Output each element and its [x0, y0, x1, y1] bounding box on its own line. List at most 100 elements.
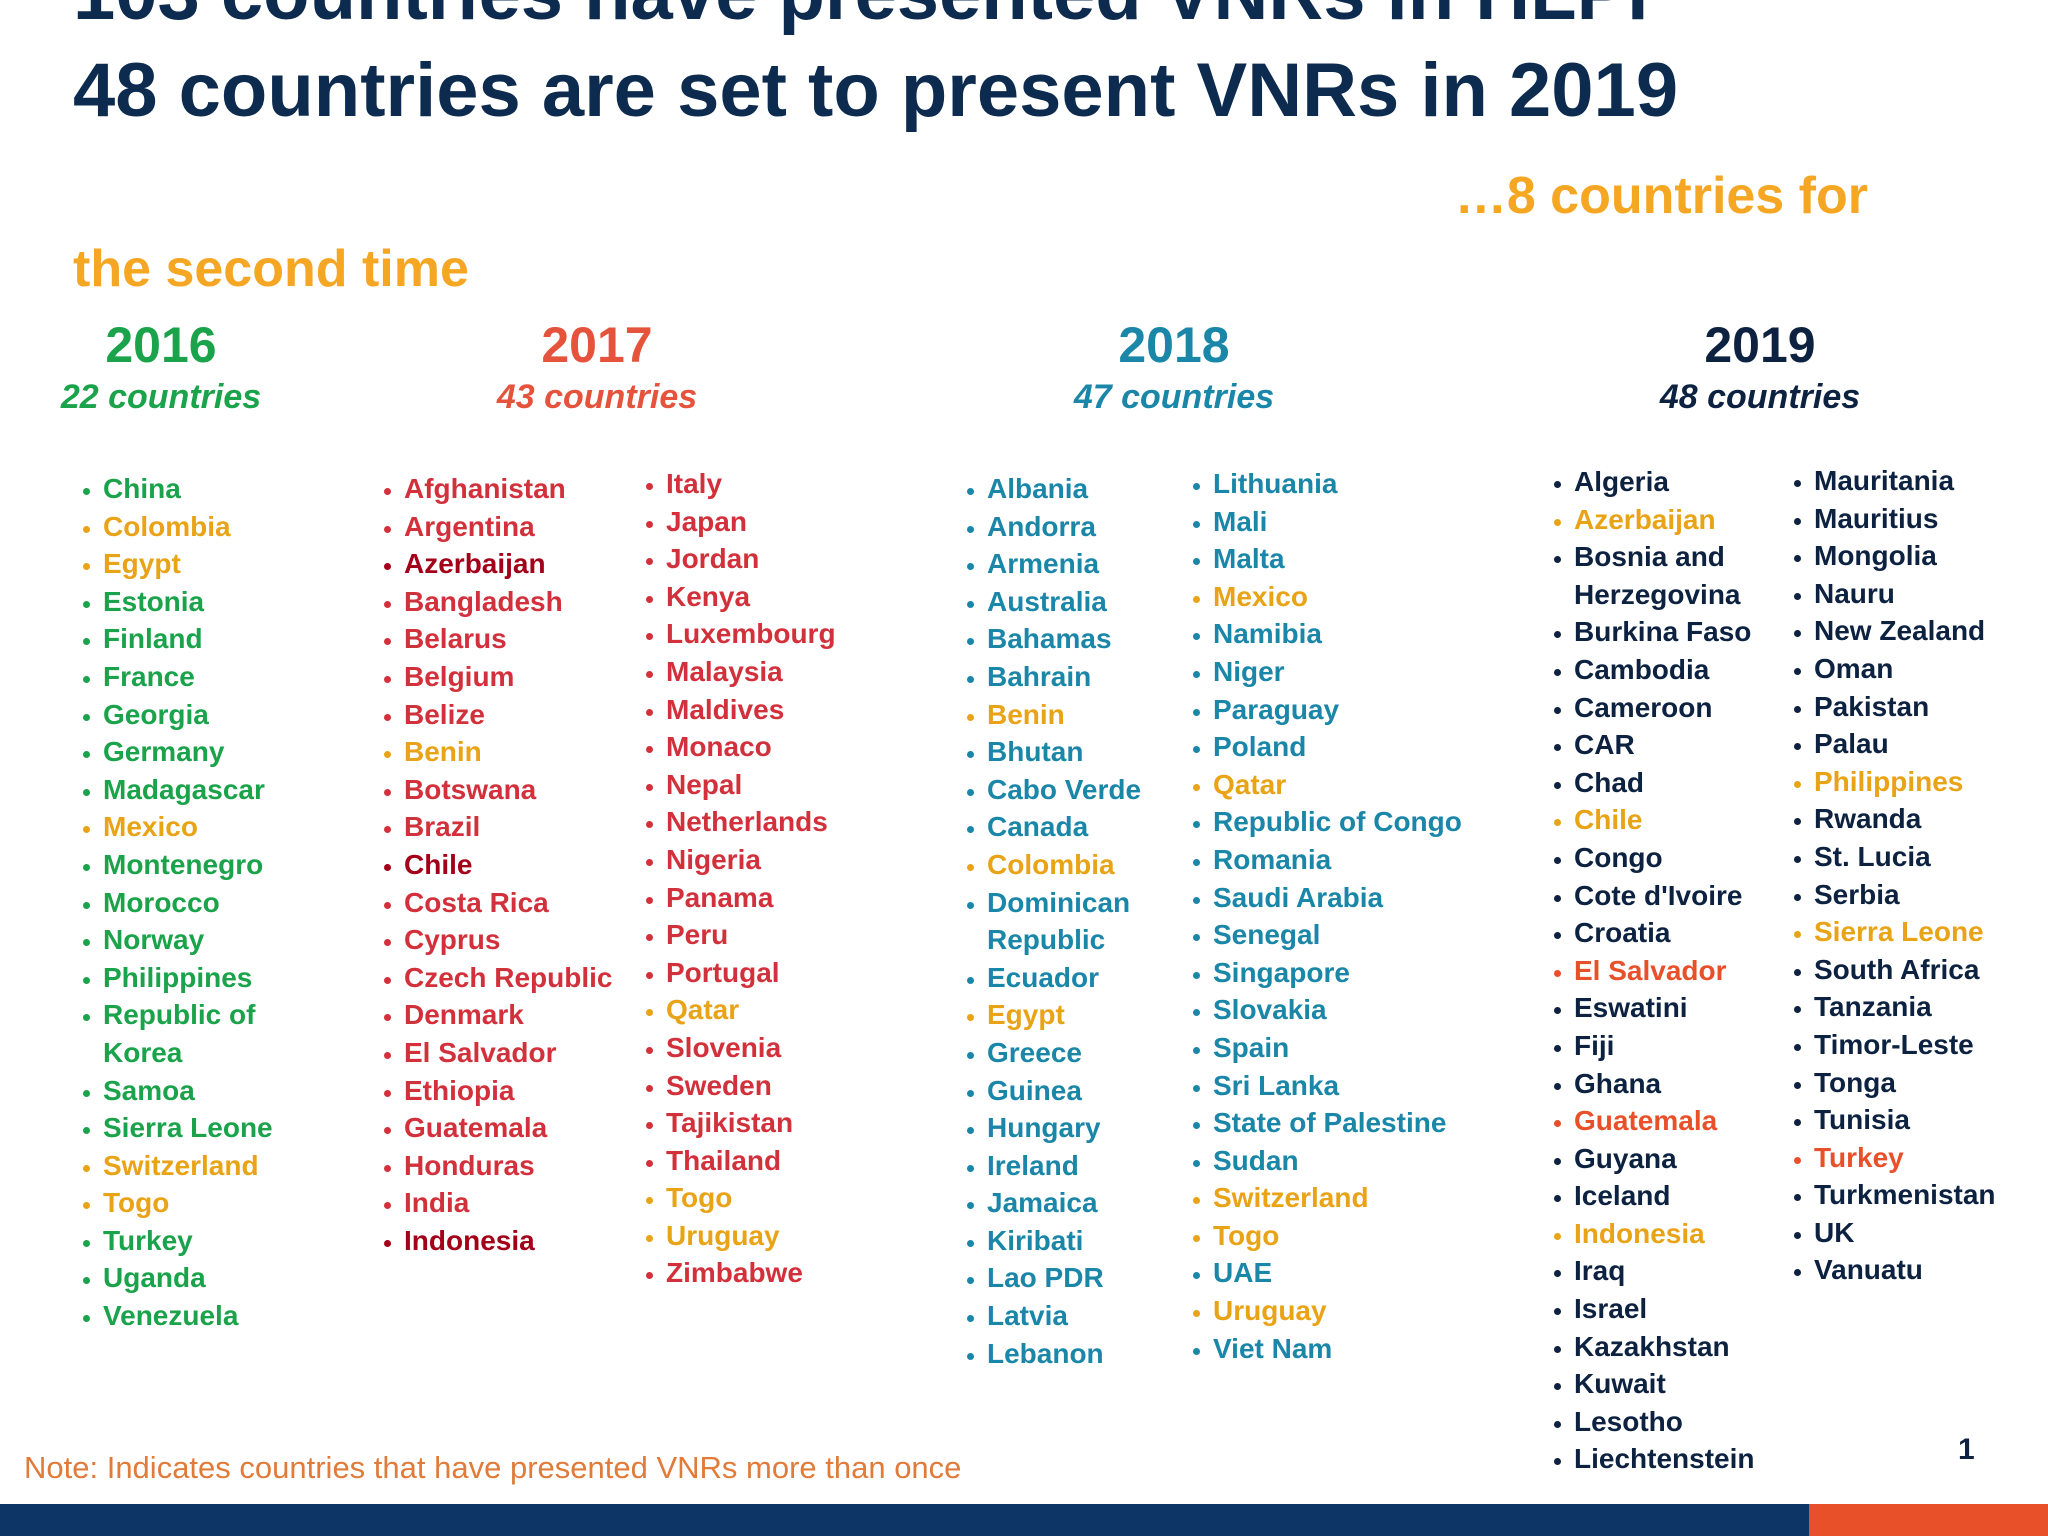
country: Bhutan [987, 733, 1197, 771]
country: Togo [103, 1184, 323, 1222]
country: Cambodia [1574, 651, 1789, 689]
country: Romania [1213, 841, 1513, 879]
country: Tajikistan [666, 1104, 906, 1142]
country: Costa Rica [404, 884, 654, 922]
country: Andorra [987, 508, 1197, 546]
country: St. Lucia [1814, 838, 2044, 876]
country: Lithuania [1213, 465, 1513, 503]
country: Congo [1574, 839, 1789, 877]
country-list: MauritaniaMauritiusMongoliaNauruNew Zeal… [1814, 462, 2044, 1289]
country: Saudi Arabia [1213, 879, 1513, 917]
country: Cameroon [1574, 689, 1789, 727]
country: Jamaica [987, 1184, 1197, 1222]
country: Bahamas [987, 620, 1197, 658]
country: Guinea [987, 1072, 1197, 1110]
country: Burkina Faso [1574, 613, 1789, 651]
country: Egypt [103, 545, 323, 583]
country: Vanuatu [1814, 1251, 2044, 1289]
country: Slovakia [1213, 991, 1513, 1029]
country: Mauritania [1814, 462, 2044, 500]
country: Sierra Leone [1814, 913, 2044, 951]
country: Croatia [1574, 914, 1789, 952]
country: Singapore [1213, 954, 1513, 992]
country: Colombia [987, 846, 1197, 884]
country: Spain [1213, 1029, 1513, 1067]
country: Hungary [987, 1109, 1197, 1147]
country: Czech Republic [404, 959, 654, 997]
country: Kiribati [987, 1222, 1197, 1260]
country: Iceland [1574, 1177, 1789, 1215]
country: Chile [1574, 801, 1789, 839]
country: Benin [404, 733, 654, 771]
country: Turkey [103, 1222, 323, 1260]
country: Chile [404, 846, 654, 884]
country: Fiji [1574, 1027, 1789, 1065]
country: CAR [1574, 726, 1789, 764]
country-list: AlgeriaAzerbaijanBosnia and HerzegovinaB… [1574, 463, 1789, 1478]
country: El Salvador [1574, 952, 1789, 990]
country: Republic of Korea [103, 996, 323, 1071]
country: Lao PDR [987, 1259, 1197, 1297]
country: Tanzania [1814, 988, 2044, 1026]
country: Cyprus [404, 921, 654, 959]
year-header: 2016 22 countries [0, 315, 361, 419]
country: Qatar [666, 991, 906, 1029]
country: Australia [987, 583, 1197, 621]
country: Dominican Republic [987, 884, 1197, 959]
country: Madagascar [103, 771, 323, 809]
country: Nigeria [666, 841, 906, 879]
country: Viet Nam [1213, 1330, 1513, 1368]
country: Oman [1814, 650, 2044, 688]
country: Liechtenstein [1574, 1440, 1789, 1478]
country: Switzerland [103, 1147, 323, 1185]
country: Togo [1213, 1217, 1513, 1255]
country: Kenya [666, 578, 906, 616]
subtitle-line: …8 countries for [1454, 167, 1868, 225]
country: Guyana [1574, 1140, 1789, 1178]
country: Georgia [103, 696, 323, 734]
country: Poland [1213, 728, 1513, 766]
country: Turkey [1814, 1139, 2044, 1177]
country: Sierra Leone [103, 1109, 323, 1147]
country-count: 48 countries [1659, 378, 1861, 416]
country: Timor-Leste [1814, 1026, 2044, 1064]
country: Cabo Verde [987, 771, 1197, 809]
country: Philippines [103, 959, 323, 997]
country: New Zealand [1814, 612, 2044, 650]
country-list: LithuaniaMaliMaltaMexicoNamibiaNigerPara… [1213, 465, 1513, 1367]
country: Bosnia and Herzegovina [1574, 538, 1789, 613]
country: Bangladesh [404, 583, 654, 621]
country: Iraq [1574, 1252, 1789, 1290]
country: Greece [987, 1034, 1197, 1072]
country: Mongolia [1814, 537, 2044, 575]
country: Belarus [404, 620, 654, 658]
country: Ireland [987, 1147, 1197, 1185]
country: State of Palestine [1213, 1104, 1513, 1142]
country: Belize [404, 696, 654, 734]
country: UK [1814, 1214, 2044, 1252]
country: Serbia [1814, 876, 2044, 914]
country: Azerbaijan [1574, 501, 1789, 539]
country: Botswana [404, 771, 654, 809]
year-label: 2016 [105, 317, 217, 373]
footer-accent [1809, 1504, 2048, 1536]
country: Sudan [1213, 1142, 1513, 1180]
country: Sri Lanka [1213, 1067, 1513, 1105]
country: Nepal [666, 766, 906, 804]
country: Pakistan [1814, 688, 2044, 726]
country: Chad [1574, 764, 1789, 802]
country: Luxembourg [666, 615, 906, 653]
country: Tunisia [1814, 1101, 2044, 1139]
subtitle-line: the second time [73, 240, 469, 298]
country: Tonga [1814, 1064, 2044, 1102]
country: Estonia [103, 583, 323, 621]
country: Samoa [103, 1072, 323, 1110]
country: Indonesia [1574, 1215, 1789, 1253]
country: Cote d'Ivoire [1574, 877, 1789, 915]
country: Republic of Congo [1213, 803, 1513, 841]
country: Uruguay [1213, 1292, 1513, 1330]
country: Guatemala [1574, 1102, 1789, 1140]
country: Ecuador [987, 959, 1197, 997]
country: Armenia [987, 545, 1197, 583]
country: Canada [987, 808, 1197, 846]
